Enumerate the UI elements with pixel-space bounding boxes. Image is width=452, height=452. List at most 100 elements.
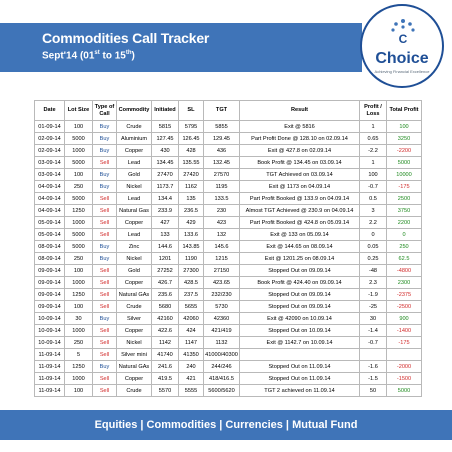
cell-sl: 143.85: [178, 240, 204, 253]
cell-profit-loss: 0.05: [359, 240, 387, 253]
cell-date: 03-09-14: [34, 156, 65, 169]
cell-date: 05-09-14: [34, 216, 65, 229]
cell-lot-size: 100: [64, 384, 93, 397]
cell-date: 10-09-14: [34, 336, 65, 349]
cell-initiated: 233.9: [151, 204, 179, 217]
cell-commodity: Natural GAs: [116, 288, 152, 301]
cell-result: Stopped Out on 09.09.14: [239, 264, 360, 277]
cell-total-profit: 10000: [386, 168, 422, 181]
cell-tgt: 232/230: [203, 288, 240, 301]
col-header-sl: SL: [178, 100, 204, 121]
table-row: 08-09-14 250 Buy Nickel 1201 1190 1215 Exit @ 1…: [34, 252, 422, 265]
cell-result: Book Profit @ 134.45 on 03.09.14: [239, 156, 360, 169]
cell-total-profit: 100: [386, 120, 422, 133]
cell-tgt: 5855: [203, 120, 240, 133]
cell-profit-loss: -0.7: [359, 336, 387, 349]
cell-lot-size: 100: [64, 264, 93, 277]
cell-result: Part Profit Booked @ 424.8 on 05.09.14: [239, 216, 360, 229]
cell-total-profit: 3750: [386, 204, 422, 217]
cell-type-of-call: Sell: [92, 324, 117, 337]
table-row: 10-09-14 30 Buy Silver 42160 42060 42360 Exit @…: [34, 312, 422, 325]
cell-sl: 5555: [178, 384, 204, 397]
cell-date: 11-09-14: [34, 372, 65, 385]
cell-type-of-call: Buy: [92, 180, 117, 193]
cell-initiated: 235.6: [151, 288, 179, 301]
cell-total-profit: 5000: [386, 384, 422, 397]
cell-lot-size: 1000: [64, 276, 93, 289]
cell-profit-loss: 1: [359, 156, 387, 169]
cell-date: 09-09-14: [34, 288, 65, 301]
cell-type-of-call: Sell: [92, 348, 117, 361]
subtitle-sup-2: th: [125, 50, 132, 56]
page-title: Commodities Call Tracker: [42, 30, 210, 46]
cell-lot-size: 5000: [64, 156, 93, 169]
cell-type-of-call: Sell: [92, 372, 117, 385]
cell-commodity: Crude: [116, 300, 152, 313]
cell-date: 10-09-14: [34, 312, 65, 325]
cell-initiated: 5815: [151, 120, 179, 133]
cell-profit-loss: -48: [359, 264, 387, 277]
cell-sl: 1162: [178, 180, 204, 193]
table-row: 01-09-14 100 Buy Crude 5815 5795 5855 Exit @ 58…: [34, 120, 422, 133]
table-row: 08-09-14 5000 Buy Zinc 144.6 143.85 145.6 Exit …: [34, 240, 422, 253]
cell-tgt: 133.5: [203, 192, 240, 205]
cell-commodity: Nickel: [116, 180, 152, 193]
cell-tgt: 129.45: [203, 132, 240, 145]
cell-commodity: Nickel: [116, 252, 152, 265]
cell-total-profit: -175: [386, 180, 422, 193]
cell-tgt: 423.65: [203, 276, 240, 289]
cell-sl: 428.5: [178, 276, 204, 289]
col-header-type-of-call: Type of Call: [92, 100, 117, 121]
cell-date: 04-09-14: [34, 192, 65, 205]
cell-commodity: Copper: [116, 372, 152, 385]
table-row: 09-09-14 1000 Sell Copper 426.7 428.5 423.65 Bo…: [34, 276, 422, 289]
cell-result: Stopped Out on 10.09.14: [239, 324, 360, 337]
cell-total-profit: 5000: [386, 156, 422, 169]
cell-commodity: Copper: [116, 324, 152, 337]
table-row: 03-09-14 5000 Sell Lead 134.45 135.55 132.45 Bo…: [34, 156, 422, 169]
choice-logo-icon: C: [391, 19, 415, 46]
cell-sl: 135.55: [178, 156, 204, 169]
table-row: 04-09-14 1250 Sell Natural Gas 233.9 236.5 230…: [34, 204, 422, 217]
table-row: 09-09-14 100 Sell Crude 5680 5655 5730 Stopped …: [34, 300, 422, 313]
cell-date: 09-09-14: [34, 264, 65, 277]
cell-sl: 237.5: [178, 288, 204, 301]
cell-total-profit: -2200: [386, 144, 422, 157]
cell-profit-loss: 1: [359, 120, 387, 133]
cell-date: 03-09-14: [34, 168, 65, 181]
col-header-total-profit: Total Profit: [386, 100, 422, 121]
cell-commodity: Aluminium: [116, 132, 152, 145]
table-row: 09-09-14 100 Sell Gold 27252 27300 27150 Stoppe…: [34, 264, 422, 277]
cell-initiated: 1173.7: [151, 180, 179, 193]
logo-mark-letter: C: [399, 32, 408, 46]
cell-profit-loss: 100: [359, 168, 387, 181]
cell-profit-loss: 2.3: [359, 276, 387, 289]
cell-commodity: Gold: [116, 264, 152, 277]
calls-table: Date Lot Size Type of Call Commodity Ini…: [34, 100, 422, 397]
table-row: 05-09-14 1000 Sell Copper 427 429 423 Part Prof…: [34, 216, 422, 229]
cell-sl: 41350: [178, 348, 204, 361]
table-row: 04-09-14 5000 Sell Lead 134.4 135 133.5 Part Pr…: [34, 192, 422, 205]
cell-total-profit: -2375: [386, 288, 422, 301]
table-row: 02-09-14 5000 Buy Aluminium 127.45 126.45 129.…: [34, 132, 422, 145]
cell-sl: 1190: [178, 252, 204, 265]
cell-profit-loss: -25: [359, 300, 387, 313]
cell-initiated: 1201: [151, 252, 179, 265]
cell-sl: 236.5: [178, 204, 204, 217]
cell-initiated: 27252: [151, 264, 179, 277]
cell-profit-loss: 3: [359, 204, 387, 217]
cell-total-profit: 900: [386, 312, 422, 325]
cell-profit-loss: 0.5: [359, 192, 387, 205]
cell-tgt: 436: [203, 144, 240, 157]
cell-sl: 133.6: [178, 228, 204, 241]
subtitle-prefix: Sept'14 (01: [42, 50, 95, 62]
col-header-profit-loss: Profit / Loss: [359, 100, 387, 121]
cell-profit-loss: 0.25: [359, 252, 387, 265]
cell-commodity: Zinc: [116, 240, 152, 253]
cell-initiated: 134.4: [151, 192, 179, 205]
cell-total-profit: 2300: [386, 276, 422, 289]
cell-total-profit: 0: [386, 228, 422, 241]
cell-total-profit: -175: [386, 336, 422, 349]
cell-initiated: 27470: [151, 168, 179, 181]
cell-tgt: 230: [203, 204, 240, 217]
